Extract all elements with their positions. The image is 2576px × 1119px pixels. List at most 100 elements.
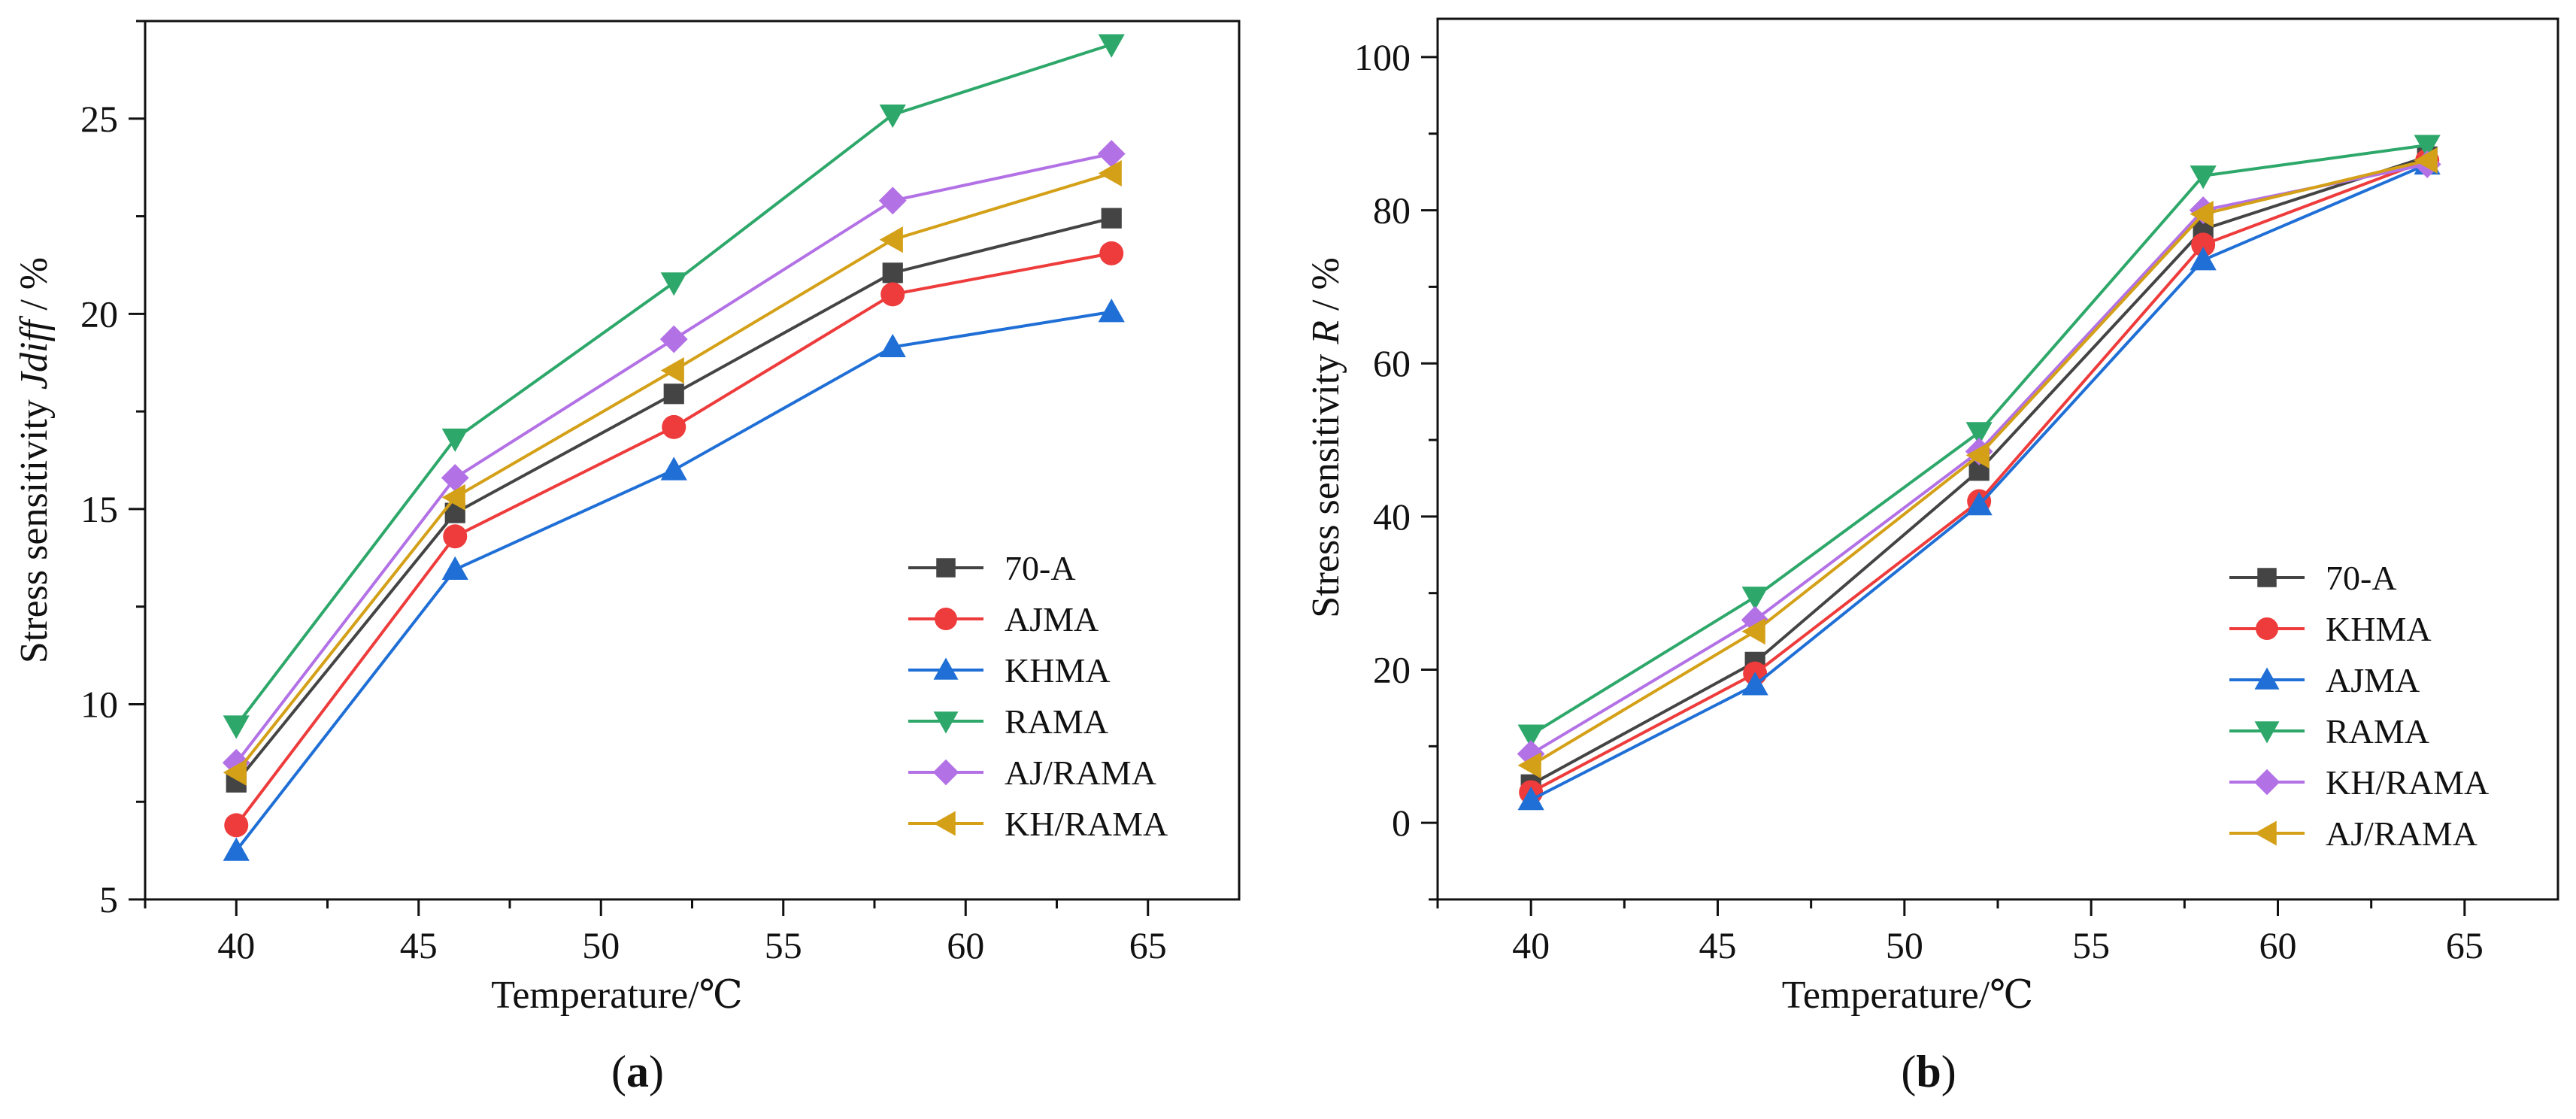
data-point-kh-rama-a [660, 357, 684, 384]
x-tick-label-b: 60 [2259, 924, 2297, 966]
legend-label-ajma-b: AJMA [2326, 661, 2420, 699]
data-point-rama-a [660, 272, 687, 296]
data-point-kh-rama-a [879, 226, 903, 253]
data-point-ajma-a [443, 524, 468, 549]
x-tick-label-a: 55 [765, 924, 802, 966]
data-point-ajma-a [662, 414, 686, 439]
data-point-aj-rama-a [1097, 140, 1126, 168]
legend-a: 70-A AJMA KHMA RAMA AJ/RAMA KH/RAMA [908, 549, 1168, 843]
data-point-khma-a [223, 837, 250, 861]
series-rama-b [1517, 135, 2441, 748]
legend-label-70-a-a: 70-A [1005, 549, 1076, 587]
y-tick-label-a: 20 [80, 293, 118, 335]
data-point-ajma-b [1965, 491, 1993, 516]
data-point-ajma-a [1099, 241, 1124, 265]
x-tick-label-b: 40 [1512, 924, 1550, 966]
series-70-a-b [1520, 146, 2438, 795]
legend-label-kh-rama-b: KH/RAMA [2326, 763, 2489, 802]
y-tick-label-b: 100 [1354, 36, 1411, 78]
data-point-rama-b [1741, 587, 1768, 611]
series-khma-a [223, 299, 1125, 861]
legend-label-rama-a: RAMA [1005, 702, 1108, 741]
legend-label-aj-rama-b: AJ/RAMA [2326, 814, 2478, 853]
series-kh-rama-a [223, 159, 1122, 786]
y-tick-label-b: 0 [1392, 802, 1411, 844]
legend-label-rama-b: RAMA [2326, 712, 2429, 751]
legend-marker-70-a-a [936, 558, 956, 578]
legend-label-khma-a: KHMA [1005, 651, 1111, 690]
panel-caption-a: (a) [611, 1047, 664, 1096]
data-point-kh-rama-b [1517, 740, 1545, 768]
x-tick-label-a: 45 [400, 924, 438, 966]
y-tick-label-a: 5 [99, 878, 118, 920]
data-point-khma-a [1098, 299, 1125, 323]
data-point-rama-b [2414, 135, 2441, 159]
y-axis-title-suffix-a: / % [13, 257, 56, 320]
x-tick-label-b: 65 [2446, 924, 2484, 966]
y-tick-label-a: 10 [80, 683, 118, 725]
x-axis-title-a: Temperature/℃ [491, 974, 743, 1017]
legend-label-khma-b: KHMA [2326, 610, 2432, 648]
panel-a: 40 45 50 55 60 65 5 10 15 20 25 Temperature/℃ Stress… [13, 20, 1241, 1096]
data-point-aj-rama-b [1517, 752, 1541, 779]
panel-caption-letter-a: a [626, 1047, 649, 1096]
series-aj-rama-a [222, 140, 1126, 777]
x-tick-label-a: 40 [217, 924, 255, 966]
legend-label-70-a-b: 70-A [2326, 559, 2397, 597]
x-tick-label-a: 50 [582, 924, 620, 966]
series-ajma-a [224, 241, 1124, 838]
data-point-70-a-a [663, 384, 684, 405]
legend-marker-khma-a [933, 657, 959, 680]
data-point-rama-a [441, 428, 468, 453]
data-point-aj-rama-b [1741, 618, 1765, 645]
data-point-rama-b [2190, 165, 2217, 190]
y-tick-label-b: 40 [1373, 496, 1411, 538]
y-axis-title-b: Stress sensitivity R / % [1305, 257, 1347, 618]
data-point-rama-a [1098, 34, 1125, 58]
x-tick-label-b: 50 [1886, 924, 1923, 966]
data-point-ajma-b [2190, 247, 2217, 271]
data-point-70-a-a [1101, 208, 1122, 229]
legend-label-ajma-a: AJMA [1005, 600, 1099, 638]
data-point-ajma-a [880, 282, 905, 307]
y-tick-label-b: 20 [1373, 649, 1411, 691]
data-point-ajma-b [1517, 787, 1544, 811]
y-axis-title-prefix-a: Stress sensitivity [13, 390, 56, 663]
legend-marker-aj-rama-b [2254, 820, 2277, 846]
legend-marker-ajma-a [935, 608, 957, 630]
series-line-70-a-a [235, 217, 1112, 784]
panel-caption-b: (b) [1901, 1047, 1956, 1096]
legend-label-kh-rama-a: KH/RAMA [1005, 805, 1168, 843]
data-point-ajma-a [224, 813, 249, 838]
y-tick-label-b: 80 [1373, 190, 1411, 232]
x-tick-label-a: 60 [947, 924, 984, 966]
data-point-khma-a [441, 556, 468, 580]
data-point-kh-rama-a [441, 484, 465, 511]
legend-marker-kh-rama-a [933, 811, 956, 836]
data-point-70-a-a [882, 262, 903, 284]
series-line-ajma-b [1530, 162, 2428, 802]
data-point-rama-b [1965, 422, 1993, 446]
legend-marker-kh-rama-b [2253, 769, 2281, 796]
legend-marker-rama-a [933, 711, 959, 734]
data-point-khma-a [660, 456, 687, 481]
x-tick-label-a: 65 [1129, 924, 1167, 966]
x-tick-label-b: 45 [1699, 924, 1737, 966]
series-aj-rama-b [1517, 147, 2438, 779]
data-point-aj-rama-a [441, 463, 469, 492]
y-tick-label-b: 60 [1373, 342, 1411, 384]
y-tick-label-a: 15 [80, 488, 118, 530]
panel-caption-letter-b: b [1916, 1047, 1941, 1096]
y-axis-title-prefix-b: Stress sensitivity [1305, 344, 1347, 618]
data-point-aj-rama-a [222, 748, 250, 777]
y-axis-title-suffix-b: / % [1305, 257, 1347, 320]
legend-label-aj-rama-a: AJ/RAMA [1005, 754, 1156, 792]
data-point-khma-a [879, 333, 906, 358]
data-point-kh-rama-a [1098, 159, 1122, 187]
data-point-khma-b [2191, 232, 2216, 257]
data-point-aj-rama-a [659, 325, 688, 353]
data-point-rama-a [223, 715, 250, 739]
data-point-aj-rama-b [2414, 147, 2438, 174]
legend-marker-ajma-b [2254, 667, 2280, 690]
